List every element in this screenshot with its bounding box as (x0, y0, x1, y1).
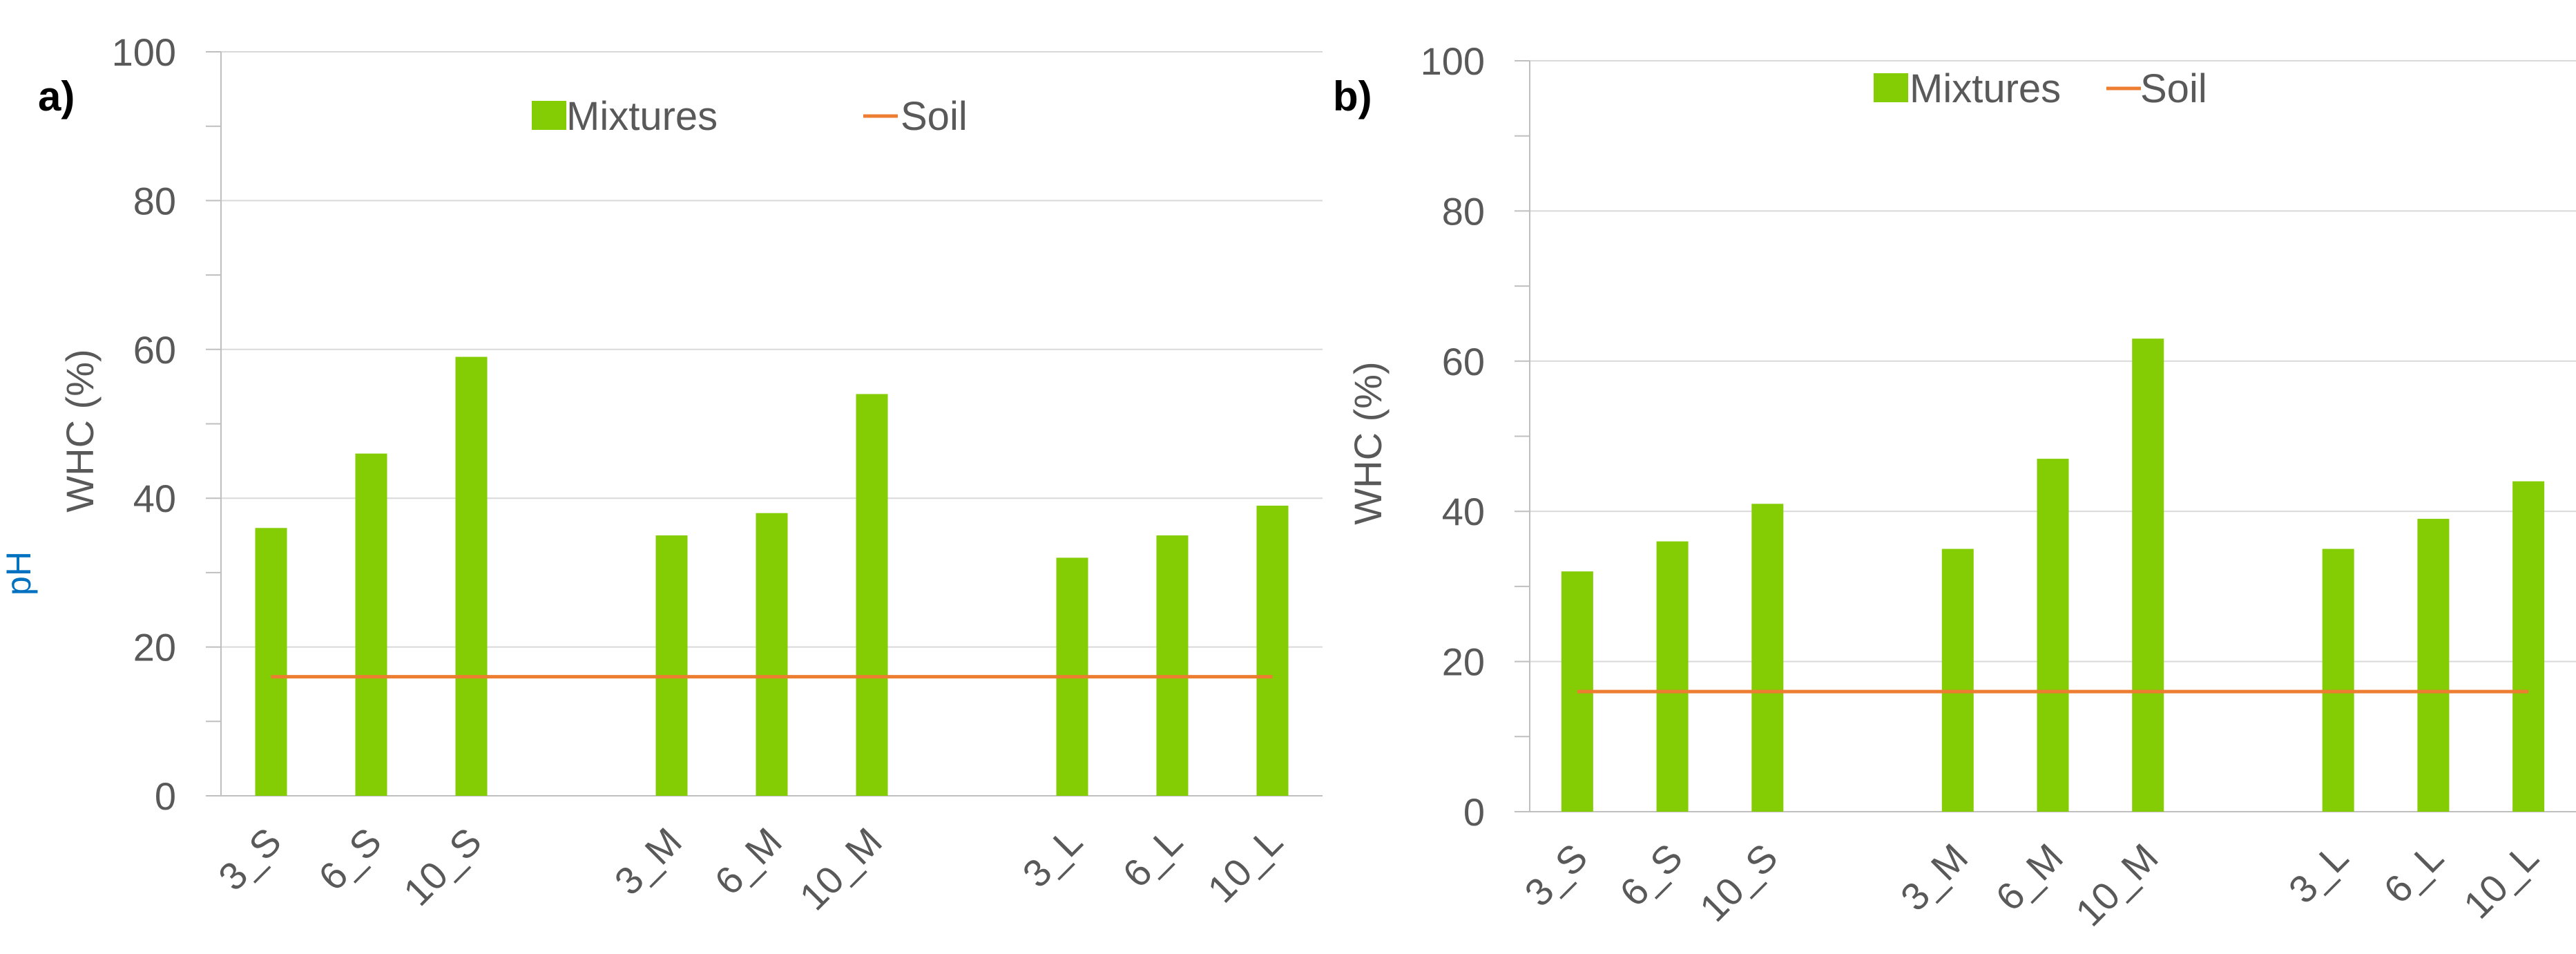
bar (355, 453, 387, 796)
x-tick-label: 3_M (606, 819, 690, 904)
bar (1256, 505, 1289, 796)
bar (655, 535, 688, 796)
y-tick-label: 40 (133, 477, 176, 520)
y-axis-label: WHC (%) (58, 349, 102, 512)
x-tick-label: 6_M (706, 819, 790, 904)
legend-label-soil: Soil (2140, 66, 2207, 111)
x-tick-label: 3_S (1516, 835, 1595, 915)
bar (2037, 459, 2069, 812)
legend-swatch-mixtures (1874, 73, 1908, 102)
legend-label-mixtures: Mixtures (1910, 66, 2061, 111)
y-tick-label: 0 (1463, 790, 1485, 834)
x-tick-label: 10_L (1199, 819, 1291, 911)
bar (1941, 548, 1974, 812)
bar (1751, 504, 1784, 812)
x-tick-label: 3_S (210, 819, 289, 899)
bar (2512, 481, 2545, 812)
bar (856, 394, 888, 796)
x-tick-label: 6_M (1987, 835, 2071, 919)
legend-label-soil: Soil (901, 94, 968, 139)
y-tick-label: 80 (133, 179, 176, 222)
x-tick-label: 6_L (1114, 819, 1191, 896)
x-tick-label: 10_S (1691, 835, 1786, 930)
y-tick-label: 100 (112, 30, 176, 74)
x-tick-label: 10_S (395, 819, 490, 914)
bar (2132, 338, 2164, 812)
legend-label-mixtures: Mixtures (566, 94, 718, 139)
y-tick-label: 20 (133, 626, 176, 669)
y-axis-label: WHC (%) (1346, 361, 1390, 524)
bar (2417, 519, 2450, 812)
bar (1656, 541, 1689, 812)
y-tick-label: 60 (1442, 340, 1485, 383)
x-tick-label: 10_M (2067, 835, 2166, 935)
bar (756, 513, 788, 796)
clipped-axis-label: pH (0, 551, 38, 595)
x-tick-label: 6_L (2375, 835, 2452, 912)
panel-label: a) (38, 73, 75, 120)
y-tick-label: 60 (133, 328, 176, 372)
bar (2322, 548, 2354, 812)
bar (1156, 535, 1189, 796)
x-tick-label: 6_S (1611, 835, 1691, 915)
y-tick-label: 20 (1442, 640, 1485, 684)
x-tick-label: 10_M (791, 819, 890, 919)
y-tick-label: 100 (1421, 39, 1485, 83)
bar (255, 528, 287, 796)
x-tick-label: 6_S (310, 819, 390, 899)
x-tick-label: 3_L (1014, 819, 1090, 896)
y-tick-label: 40 (1442, 490, 1485, 533)
panel-label: b) (1333, 73, 1372, 120)
x-tick-label: 3_L (2280, 835, 2357, 912)
legend-swatch-mixtures (532, 101, 566, 130)
x-tick-label: 10_L (2455, 835, 2547, 927)
x-tick-label: 3_M (1892, 835, 1977, 919)
bar (455, 356, 488, 796)
y-tick-label: 80 (1442, 189, 1485, 233)
y-tick-label: 0 (155, 774, 176, 818)
